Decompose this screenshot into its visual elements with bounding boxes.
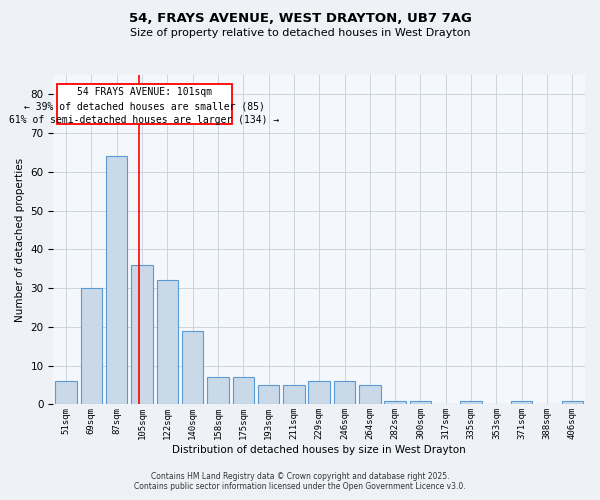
Bar xyxy=(308,381,330,404)
Text: 54 FRAYS AVENUE: 101sqm: 54 FRAYS AVENUE: 101sqm xyxy=(77,87,212,97)
Bar xyxy=(55,381,77,404)
Bar xyxy=(334,381,355,404)
Bar xyxy=(131,265,153,404)
Text: ← 39% of detached houses are smaller (85): ← 39% of detached houses are smaller (85… xyxy=(24,101,265,111)
Y-axis label: Number of detached properties: Number of detached properties xyxy=(15,158,25,322)
Bar xyxy=(233,378,254,404)
Text: Contains public sector information licensed under the Open Government Licence v3: Contains public sector information licen… xyxy=(134,482,466,491)
Bar xyxy=(106,156,127,404)
Bar xyxy=(562,400,583,404)
Text: Contains HM Land Registry data © Crown copyright and database right 2025.: Contains HM Land Registry data © Crown c… xyxy=(151,472,449,481)
Bar xyxy=(359,385,380,404)
Bar xyxy=(157,280,178,404)
Text: 54, FRAYS AVENUE, WEST DRAYTON, UB7 7AG: 54, FRAYS AVENUE, WEST DRAYTON, UB7 7AG xyxy=(128,12,472,26)
Text: 61% of semi-detached houses are larger (134) →: 61% of semi-detached houses are larger (… xyxy=(10,115,280,125)
Bar xyxy=(80,288,102,405)
Bar xyxy=(283,385,305,404)
Bar xyxy=(207,378,229,404)
Bar xyxy=(258,385,280,404)
Bar xyxy=(182,331,203,404)
Bar xyxy=(460,400,482,404)
Bar xyxy=(511,400,532,404)
Text: Size of property relative to detached houses in West Drayton: Size of property relative to detached ho… xyxy=(130,28,470,38)
Bar xyxy=(385,400,406,404)
Bar xyxy=(410,400,431,404)
X-axis label: Distribution of detached houses by size in West Drayton: Distribution of detached houses by size … xyxy=(172,445,466,455)
